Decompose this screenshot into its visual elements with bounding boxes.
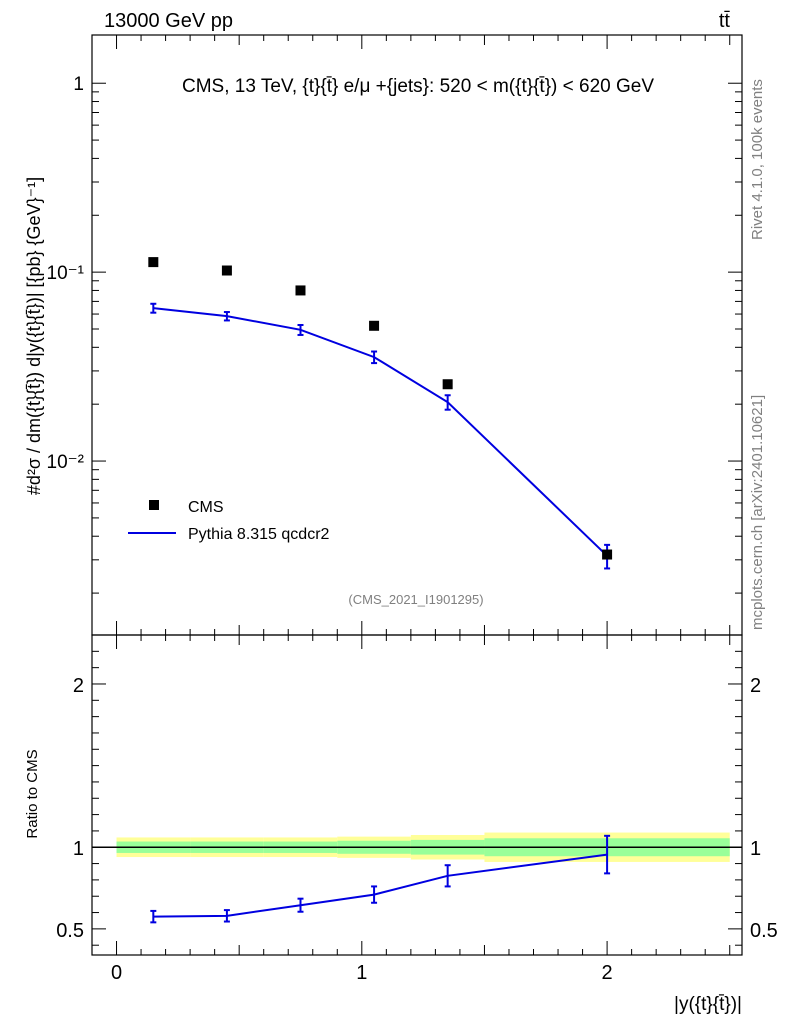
cms-data-point	[221, 265, 232, 276]
mcplots-label: mcplots.cern.ch [arXiv:2401.10621]	[749, 395, 766, 630]
header-right-label: tt̄	[719, 10, 731, 32]
ratio-y-axis-label: Ratio to CMS	[24, 749, 41, 838]
ratio-panel-frame	[91, 634, 743, 956]
cms-data-point	[602, 549, 613, 560]
ratio-y-tick-label-right: 0.5	[750, 920, 778, 942]
x-tick-label: 1	[356, 962, 367, 984]
main-y-tick-label: 10⁻¹	[47, 263, 85, 284]
x-tick-label: 2	[602, 962, 613, 984]
main-y-axis-label: #d²σ / dm({t}{t̄}) d|y({t}{t̄})| [{pb} {…	[24, 177, 44, 495]
ratio-y-tick-label-left: 1	[73, 838, 84, 860]
main-panel-frame	[91, 34, 743, 636]
ratio-panel-series	[150, 834, 611, 924]
ratio-y-tick-label-right: 1	[750, 838, 761, 860]
ratio-uncertainty-bands	[92, 832, 742, 862]
cms-data-point	[148, 257, 159, 268]
legend-cms-marker	[149, 500, 159, 510]
ratio-panel-ticks: 0.5 0.5 1 1 2 2 0 1 2	[56, 634, 778, 984]
main-panel-ticks: 1 10⁻¹ 10⁻²	[47, 35, 742, 635]
ratio-y-tick-label-right: 2	[750, 675, 761, 697]
ratio-series-line	[153, 853, 608, 918]
x-tick-label: 0	[111, 962, 122, 984]
main-y-tick-label: 10⁻²	[47, 452, 85, 473]
ratio-y-tick-label-left: 0.5	[56, 920, 84, 942]
ratio-y-tick-label-left: 2	[73, 675, 84, 697]
cms-data-point	[442, 379, 453, 390]
cms-data-point	[369, 320, 380, 331]
legend-pythia-label: Pythia 8.315 qcdcr2	[188, 526, 330, 543]
rivet-version-label: Rivet 4.1.0, 100k events	[749, 79, 766, 240]
x-axis-label: |y({t}{t̄})|	[674, 994, 742, 1015]
main-y-tick-label: 1	[73, 74, 84, 95]
header-left-label: 13000 GeV pp	[104, 10, 233, 32]
legend-cms-label: CMS	[188, 499, 224, 516]
cms-data-point	[295, 285, 306, 296]
legend: CMS Pythia 8.315 qcdcr2	[128, 499, 330, 543]
pythia-series-line	[153, 307, 608, 557]
main-plot-title: CMS, 13 TeV, {t}{t̄} e/μ +{jets}: 520 < …	[182, 76, 654, 97]
analysis-id-watermark: (CMS_2021_I1901295)	[348, 592, 483, 607]
main-panel-series	[148, 257, 613, 570]
